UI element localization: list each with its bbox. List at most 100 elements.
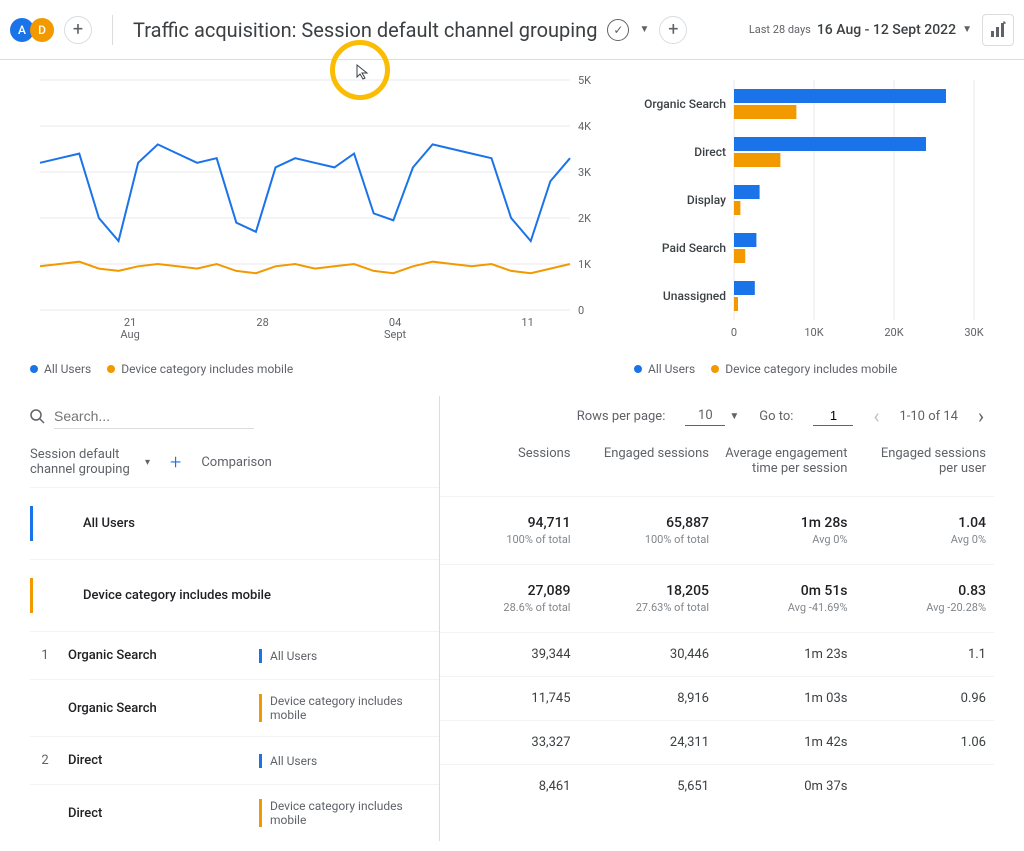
svg-text:0: 0	[578, 304, 584, 317]
bar-chart-svg: 010K20K30KOrganic SearchDirectDisplayPai…	[634, 70, 984, 350]
segment-label: Device category includes mobile	[259, 799, 439, 827]
row-index: 1	[30, 648, 60, 663]
date-range-picker[interactable]: Last 28 days 16 Aug - 12 Sept 2022 ▼	[749, 22, 972, 38]
metrics-row: 11,7458,9161m 03s0.96	[440, 676, 994, 720]
go-to-label: Go to:	[759, 409, 793, 424]
metric-cell: 8,461	[440, 779, 579, 794]
segment-name: Device category includes mobile	[75, 588, 439, 603]
svg-text:Organic Search: Organic Search	[644, 97, 726, 111]
svg-text:28: 28	[256, 316, 268, 329]
search-row	[30, 396, 439, 437]
next-page-button[interactable]: ›	[978, 404, 984, 428]
legend-all-users[interactable]: All Users	[30, 362, 91, 376]
svg-text:30K: 30K	[964, 326, 983, 339]
metric-cell: 0.83Avg -20.28%	[856, 583, 995, 614]
dimension-value: Direct	[60, 806, 259, 821]
legend-dot-blue	[634, 365, 642, 373]
table-metrics-area: Rows per page: 10 ▼ Go to: ‹ 1-10 of 14 …	[440, 396, 994, 841]
svg-text:11: 11	[521, 316, 533, 329]
svg-text:10K: 10K	[804, 326, 823, 339]
metric-cell: 65,887100% of total	[579, 515, 718, 546]
metrics-row: 39,34430,4461m 23s1.1	[440, 632, 994, 676]
metric-cell: 1m 42s	[717, 735, 856, 750]
table-controls: Rows per page: 10 ▼ Go to: ‹ 1-10 of 14 …	[440, 396, 994, 436]
legend-mobile[interactable]: Device category includes mobile	[711, 362, 897, 376]
legend-label: All Users	[648, 362, 695, 376]
metric-cell: 30,446	[579, 647, 718, 662]
dimension-selector[interactable]: Session default channel grouping ▾	[30, 447, 150, 477]
rows-per-page-selector[interactable]: 10 ▼	[685, 406, 739, 426]
summary-metrics-row: 27,08928.6% of total18,20527.63% of tota…	[440, 564, 994, 632]
chevron-down-icon: ▼	[729, 411, 739, 422]
segment-label: All Users	[259, 649, 439, 663]
metric-header[interactable]: Engaged sessions	[579, 446, 718, 476]
svg-text:4K: 4K	[578, 120, 591, 133]
table-row[interactable]: 2 Direct All Users	[30, 736, 439, 784]
date-range-value: 16 Aug - 12 Sept 2022	[817, 22, 956, 38]
metrics-row: 8,4615,6510m 37s	[440, 764, 994, 808]
bar-chart-legend: All Users Device category includes mobil…	[634, 362, 994, 376]
table-row[interactable]: 1 Organic Search All Users	[30, 631, 439, 679]
metric-headers: SessionsEngaged sessionsAverage engageme…	[440, 436, 994, 496]
summary-row: Device category includes mobile	[30, 559, 439, 631]
table-row[interactable]: Direct Device category includes mobile	[30, 784, 439, 841]
metric-cell: 0m 51sAvg -41.69%	[717, 583, 856, 614]
page-header: A D + Traffic acquisition: Session defau…	[0, 0, 1024, 60]
svg-text:Unassigned: Unassigned	[663, 289, 726, 303]
title-dropdown-icon[interactable]: ▼	[639, 24, 649, 35]
legend-dot-orange	[107, 365, 115, 373]
metric-cell: 1.06	[856, 735, 995, 750]
metric-cell: 94,711100% of total	[440, 515, 579, 546]
prev-page-button[interactable]: ‹	[873, 404, 879, 428]
metric-header[interactable]: Sessions	[440, 446, 579, 476]
dimension-header: Session default channel grouping ▾ + Com…	[30, 437, 439, 487]
verified-icon[interactable]: ✓	[607, 19, 629, 41]
metric-cell: 27,08928.6% of total	[440, 583, 579, 614]
table-row[interactable]: Organic Search Device category includes …	[30, 679, 439, 736]
legend-label: All Users	[44, 362, 91, 376]
metric-cell: 1.04Avg 0%	[856, 515, 995, 546]
chart-settings-button[interactable]	[982, 14, 1014, 46]
summary-row: All Users	[30, 487, 439, 559]
search-icon	[30, 409, 46, 425]
metric-header[interactable]: Engaged sessions per user	[856, 446, 995, 476]
date-range-label: Last 28 days	[749, 23, 811, 36]
segment-color-bar	[30, 506, 33, 541]
line-chart-svg: 01K2K3K4K5K21Aug2804Sept11	[30, 70, 600, 350]
rows-per-page-label: Rows per page:	[577, 409, 666, 424]
metric-cell: 1m 28sAvg 0%	[717, 515, 856, 546]
comparison-label: Comparison	[201, 455, 272, 470]
legend-all-users[interactable]: All Users	[634, 362, 695, 376]
dimension-label: Session default channel grouping	[30, 447, 141, 477]
line-chart-legend: All Users Device category includes mobil…	[30, 362, 604, 376]
page-info: 1-10 of 14	[899, 409, 958, 424]
svg-text:1K: 1K	[578, 258, 591, 271]
rows-per-page-value: 10	[685, 406, 725, 426]
dimension-value: Organic Search	[60, 648, 259, 663]
metric-cell: 5,651	[579, 779, 718, 794]
segment-name: All Users	[75, 516, 439, 531]
content-area: 01K2K3K4K5K21Aug2804Sept11 All Users Dev…	[0, 60, 1024, 851]
line-chart: 01K2K3K4K5K21Aug2804Sept11 All Users Dev…	[30, 70, 604, 376]
date-dropdown-icon: ▼	[962, 24, 972, 35]
legend-label: Device category includes mobile	[725, 362, 897, 376]
add-segment-button[interactable]: +	[64, 16, 92, 44]
add-button[interactable]: +	[659, 16, 687, 44]
add-dimension-button[interactable]: +	[170, 450, 181, 474]
metric-cell: 18,20527.63% of total	[579, 583, 718, 614]
search-input[interactable]	[54, 404, 254, 429]
svg-text:5K: 5K	[578, 74, 591, 87]
metric-cell	[856, 779, 995, 794]
metric-cell: 1m 03s	[717, 691, 856, 706]
avatar-d[interactable]: D	[30, 18, 54, 42]
metric-header[interactable]: Average engagement time per session	[717, 446, 856, 476]
go-to-input[interactable]	[813, 406, 853, 426]
svg-text:Display: Display	[687, 193, 726, 207]
segment-label: All Users	[259, 754, 439, 768]
metric-cell: 0.96	[856, 691, 995, 706]
legend-mobile[interactable]: Device category includes mobile	[107, 362, 293, 376]
metric-cell: 39,344	[440, 647, 579, 662]
row-index: 2	[30, 753, 60, 768]
legend-dot-orange	[711, 365, 719, 373]
metric-cell: 11,745	[440, 691, 579, 706]
